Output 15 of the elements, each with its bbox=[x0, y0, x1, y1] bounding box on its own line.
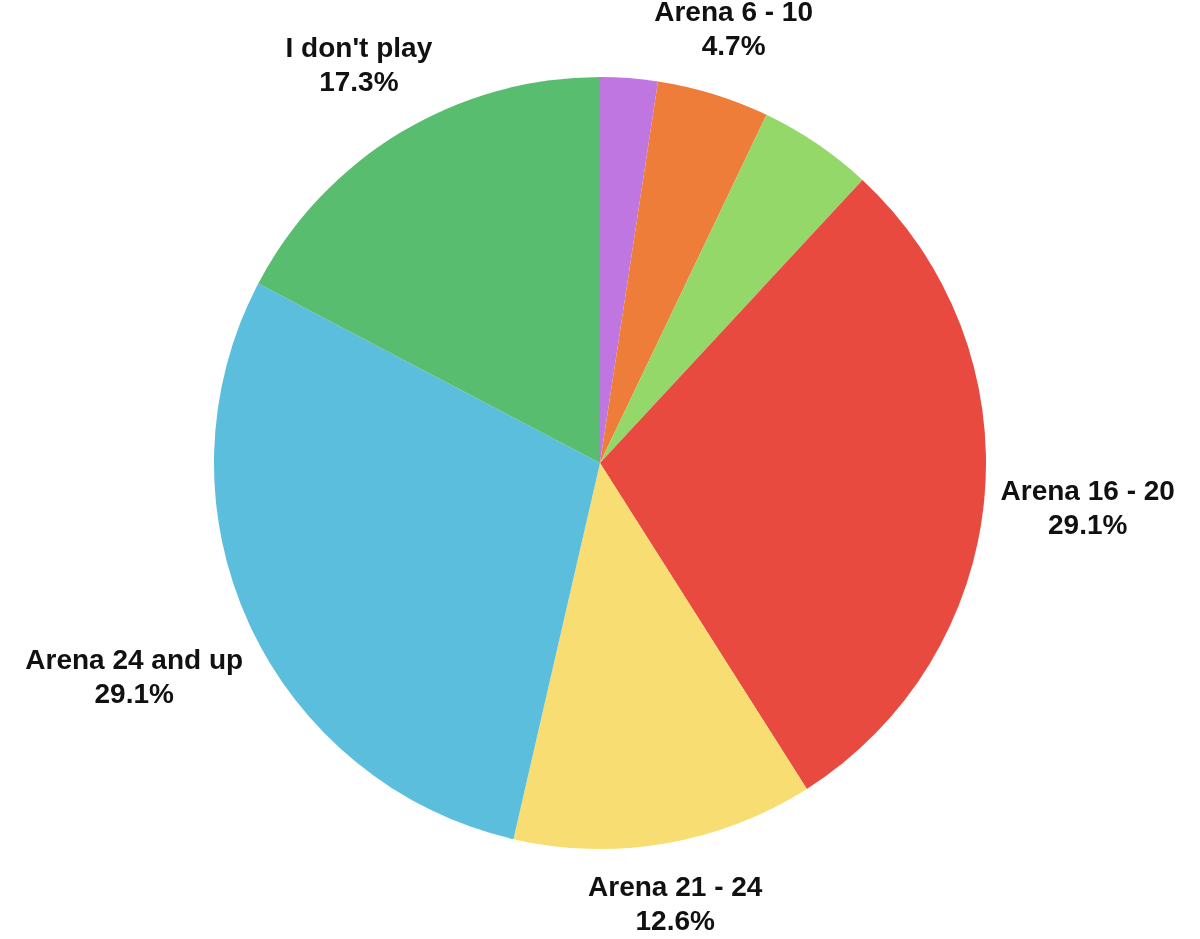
pie-slice bbox=[600, 81, 767, 463]
pie-slice bbox=[513, 463, 807, 849]
data-label: 12.6% bbox=[635, 904, 716, 936]
slice-label: I don't play bbox=[285, 31, 433, 63]
slice-label: Arena 16 - 20 bbox=[1000, 475, 1175, 507]
data-label: 17.3% bbox=[319, 65, 399, 97]
slice-label: Arena 21 - 24 bbox=[588, 870, 763, 902]
data-label: 4.7% bbox=[701, 30, 766, 62]
pie-slice bbox=[600, 114, 863, 463]
pie-slice bbox=[600, 77, 658, 463]
slice-label: Arena 24 and up bbox=[25, 644, 244, 676]
pie-slice bbox=[600, 179, 986, 789]
data-label: 29.1% bbox=[94, 678, 174, 710]
data-label: 29.1% bbox=[1048, 509, 1128, 541]
slice-label: Arena 6 - 10 bbox=[654, 0, 813, 28]
